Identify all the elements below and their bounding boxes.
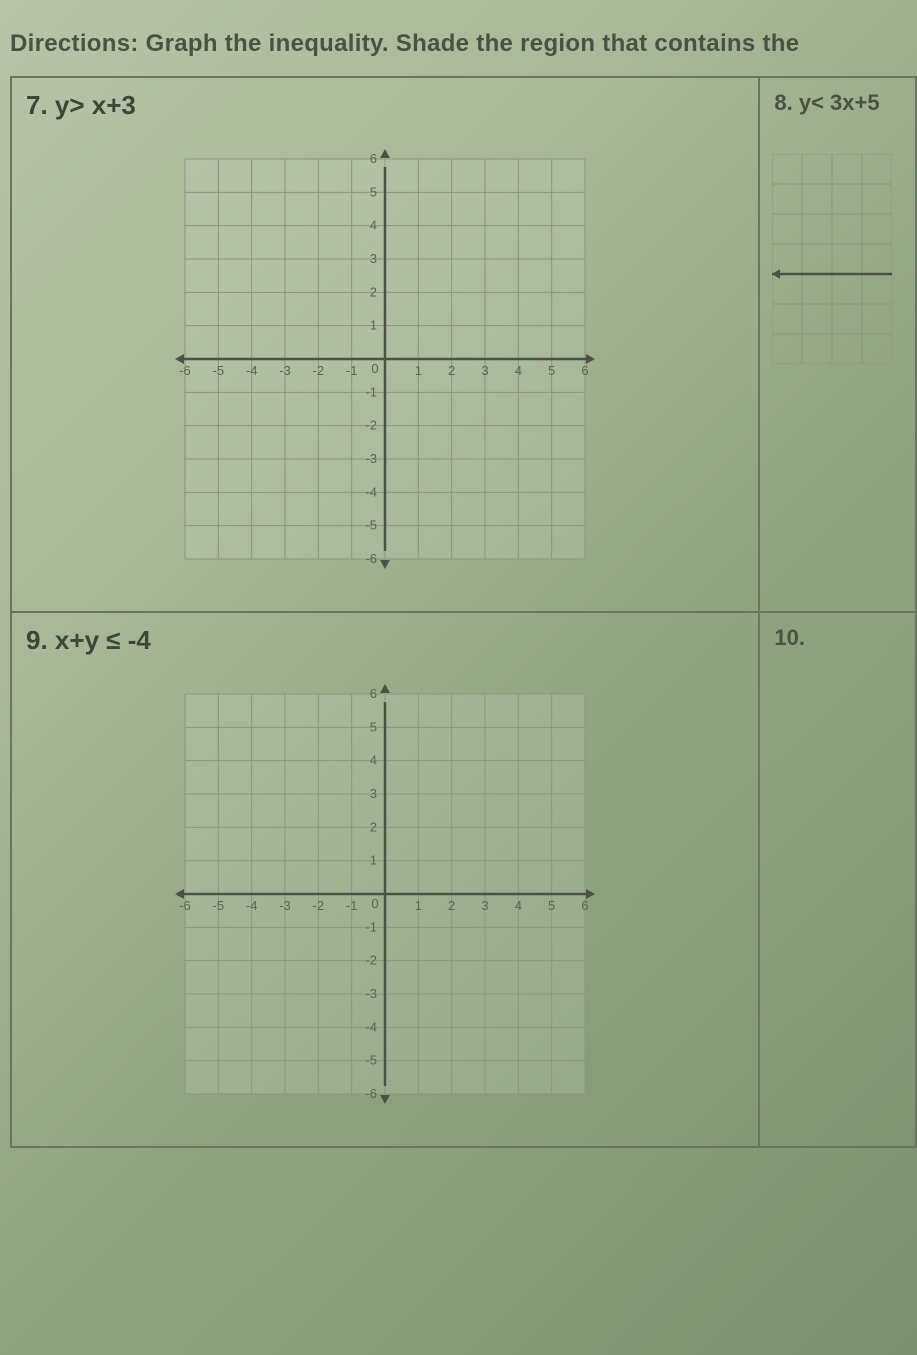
svg-text:6: 6 <box>582 898 589 913</box>
cell-problem-9: 9. x+y ≤ -4 -6 -6 -5 -5 -4 -4 -3 -3 -2 -2 -1 -1 0 1 1 2… <box>11 612 759 1147</box>
svg-text:2: 2 <box>448 363 455 378</box>
graph-9-wrap: -6 -6 -5 -5 -4 -4 -3 -3 -2 -2 -1 -1 0 1 1 2 2 3 3 4 4 5 5 6 6 <box>26 666 744 1134</box>
cell-problem-7: 7. y> x+3 -6 -6 -5 -5 -4 -4 -3 -3 -2 -2 -1 -1 0 1 1 2 2 3… <box>11 77 759 612</box>
svg-text:-5: -5 <box>213 363 225 378</box>
problem-8-num: 8. <box>774 90 792 115</box>
problem-grid: 7. y> x+3 -6 -6 -5 -5 -4 -4 -3 -3 -2 -2 -1 -1 0 1 1 2 2 3… <box>10 76 917 1148</box>
svg-text:-2: -2 <box>366 418 378 433</box>
svg-text:-1: -1 <box>366 919 378 934</box>
svg-text:-3: -3 <box>279 363 291 378</box>
svg-text:3: 3 <box>370 251 377 266</box>
problem-10-label: 10. <box>774 625 901 659</box>
svg-text:2: 2 <box>370 284 377 299</box>
svg-text:3: 3 <box>370 786 377 801</box>
svg-text:-4: -4 <box>366 1019 378 1034</box>
svg-text:-1: -1 <box>366 384 378 399</box>
problem-8-ineq: y< 3x+5 <box>799 90 880 115</box>
svg-text:-3: -3 <box>279 898 291 913</box>
cell-problem-8: 8. y< 3x+5 <box>759 77 916 612</box>
worksheet-page: Directions: Graph the inequality. Shade … <box>10 20 917 1355</box>
problem-7-label: 7. y> x+3 <box>26 90 744 131</box>
problem-10-num: 10. <box>774 625 805 650</box>
problem-9-ineq: x+y ≤ -4 <box>55 625 151 655</box>
graph-8-stub <box>772 154 892 364</box>
svg-text:0: 0 <box>372 361 379 376</box>
svg-text:3: 3 <box>482 363 489 378</box>
svg-text:-5: -5 <box>366 1053 378 1068</box>
svg-text:2: 2 <box>448 898 455 913</box>
svg-text:-1: -1 <box>346 898 358 913</box>
svg-text:-3: -3 <box>366 451 378 466</box>
svg-text:-2: -2 <box>313 898 325 913</box>
svg-text:-5: -5 <box>213 898 225 913</box>
svg-text:5: 5 <box>370 719 377 734</box>
cell-problem-10: 10. <box>759 612 916 1147</box>
problem-7-num: 7. <box>26 90 48 120</box>
svg-text:-4: -4 <box>246 898 258 913</box>
svg-text:1: 1 <box>370 318 377 333</box>
svg-text:-2: -2 <box>366 953 378 968</box>
graph-8-stub-wrap <box>772 154 901 369</box>
svg-text:0: 0 <box>372 896 379 911</box>
graph-7: -6 -6 -5 -5 -4 -4 -3 -3 -2 -2 -1 -1 0 1 1 2 2 3 3 4 4 5 5 6 6 <box>165 139 605 579</box>
problem-8-label: 8. y< 3x+5 <box>774 90 901 124</box>
svg-text:6: 6 <box>582 363 589 378</box>
svg-text:6: 6 <box>370 686 377 701</box>
svg-text:4: 4 <box>370 218 377 233</box>
svg-text:-4: -4 <box>366 484 378 499</box>
svg-text:-2: -2 <box>313 363 325 378</box>
svg-text:5: 5 <box>548 363 555 378</box>
svg-text:-3: -3 <box>366 986 378 1001</box>
directions-text: Directions: Graph the inequality. Shade … <box>10 20 917 76</box>
svg-text:4: 4 <box>515 363 522 378</box>
svg-text:5: 5 <box>370 184 377 199</box>
svg-text:1: 1 <box>415 898 422 913</box>
problem-9-num: 9. <box>26 625 48 655</box>
svg-text:-6: -6 <box>179 363 191 378</box>
svg-text:-1: -1 <box>346 363 358 378</box>
svg-text:4: 4 <box>370 753 377 768</box>
svg-text:-6: -6 <box>179 898 191 913</box>
svg-text:2: 2 <box>370 819 377 834</box>
svg-text:5: 5 <box>548 898 555 913</box>
problem-7-ineq: y> x+3 <box>55 90 136 120</box>
svg-text:3: 3 <box>482 898 489 913</box>
svg-text:1: 1 <box>370 853 377 868</box>
svg-text:4: 4 <box>515 898 522 913</box>
graph-7-wrap: -6 -6 -5 -5 -4 -4 -3 -3 -2 -2 -1 -1 0 1 1 2 2 3 3 4 4 5 5 6 6 <box>26 131 744 599</box>
svg-text:-4: -4 <box>246 363 258 378</box>
svg-text:-6: -6 <box>366 551 378 566</box>
graph-9: -6 -6 -5 -5 -4 -4 -3 -3 -2 -2 -1 -1 0 1 1 2 2 3 3 4 4 5 5 6 6 <box>165 674 605 1114</box>
svg-text:-5: -5 <box>366 518 378 533</box>
problem-9-label: 9. x+y ≤ -4 <box>26 625 744 666</box>
svg-text:1: 1 <box>415 363 422 378</box>
svg-text:-6: -6 <box>366 1086 378 1101</box>
svg-text:6: 6 <box>370 151 377 166</box>
